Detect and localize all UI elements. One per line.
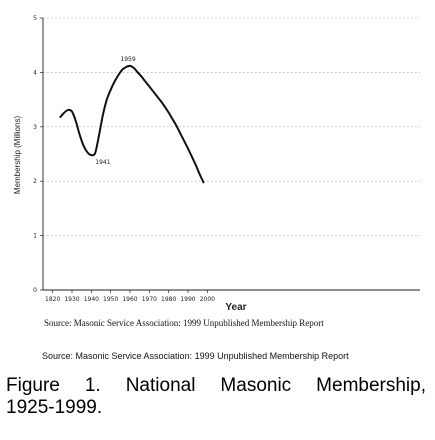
x-axis-label: Year	[225, 302, 246, 313]
x-tick-label-1860: 1960	[122, 296, 137, 303]
x-tick-label-1820: 1820	[45, 296, 60, 303]
y-tick-label-1: 1	[33, 233, 37, 240]
membership-line-chart: 0 1 2 3 4 5 1820 1930 1940 1950 1960 1970 1980 1990 2…	[13, 15, 420, 328]
x-tick-label-1830: 1930	[64, 296, 79, 303]
figure-caption-line1: Figure 1. National Masonic Membership,	[6, 375, 426, 396]
x-tick-label-1900: 2000	[200, 296, 215, 303]
y-axis-label: Membership (Millions)	[13, 116, 22, 195]
source-note: Source: Masonic Service Association: 199…	[42, 351, 349, 361]
annotation-1959: 1959	[120, 56, 135, 63]
x-tick-label-1890: 1990	[180, 296, 195, 303]
y-tick-label-0: 0	[33, 287, 37, 294]
annotations: 1959 1941	[95, 56, 136, 166]
y-tick-label-5: 5	[33, 15, 37, 22]
y-tick-labels: 0 1 2 3 4 5	[33, 15, 37, 294]
grid-lines	[43, 17, 420, 236]
x-tick-label-1880: 1980	[161, 296, 176, 303]
y-tick-label-2: 2	[33, 178, 37, 185]
x-tick-labels: 1820 1930 1940 1950 1960 1970 1980 1990 2000	[45, 296, 215, 303]
axes	[40, 17, 420, 293]
annotation-1941: 1941	[95, 159, 110, 166]
y-tick-label-3: 3	[33, 124, 37, 131]
series-line-membership	[59, 64, 205, 184]
series-group	[59, 64, 205, 184]
x-tick-label-1850: 1950	[103, 296, 118, 303]
y-tick-label-4: 4	[33, 69, 37, 76]
x-tick-label-1870: 1970	[142, 296, 157, 303]
figure-caption-line2: 1925-1999.	[6, 397, 103, 418]
chart-source-note: Source: Masonic Service Association: 199…	[44, 318, 324, 328]
x-tick-label-1840: 1940	[84, 296, 99, 303]
